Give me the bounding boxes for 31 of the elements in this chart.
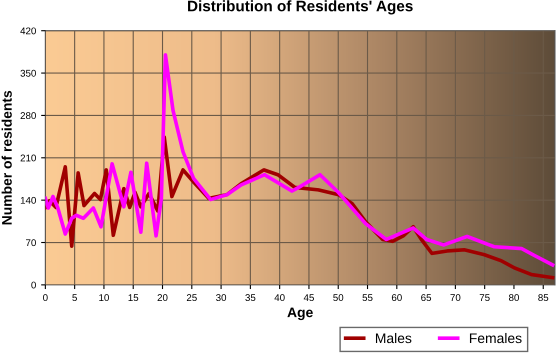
y-tick-label: 0: [31, 282, 36, 288]
x-tick-label: 20: [158, 294, 168, 302]
chart-title: Distribution of Residents' Ages: [188, 0, 413, 15]
y-tick-label: 420: [20, 27, 36, 34]
x-tick-label: 45: [304, 294, 314, 302]
x-axis-title: Age: [287, 308, 313, 320]
x-tick-label: 40: [274, 294, 285, 302]
y-tick-label: 210: [20, 154, 36, 162]
y-tick-label: 350: [20, 70, 36, 77]
x-tick-label: 55: [362, 294, 373, 302]
x-tick-label: 30: [216, 294, 226, 302]
x-tick-label: 5: [72, 294, 77, 302]
x-tick-label: 70: [450, 294, 460, 302]
x-tick-label: 10: [99, 294, 109, 302]
y-axis-title: Number of residents: [2, 90, 12, 224]
x-tick-label: 80: [508, 294, 519, 302]
x-tick-label: 75: [480, 294, 490, 302]
line-series: [45, 53, 554, 267]
x-tick-label: 15: [128, 294, 138, 302]
x-tick-label: 85: [538, 294, 548, 302]
y-tick-label: 140: [20, 196, 36, 204]
x-tick-label: 0: [43, 294, 48, 302]
x-tick-label: 65: [421, 294, 432, 302]
x-tick-label: 25: [186, 294, 197, 302]
x-tick-label: 60: [392, 294, 402, 302]
x-tick-label: 35: [245, 294, 256, 302]
x-tick-label: 50: [333, 294, 344, 302]
legend-label: Females: [470, 332, 522, 344]
legend-label: Males: [376, 332, 412, 344]
y-tick-label: 70: [26, 239, 36, 246]
y-tick-label: 280: [20, 112, 36, 120]
